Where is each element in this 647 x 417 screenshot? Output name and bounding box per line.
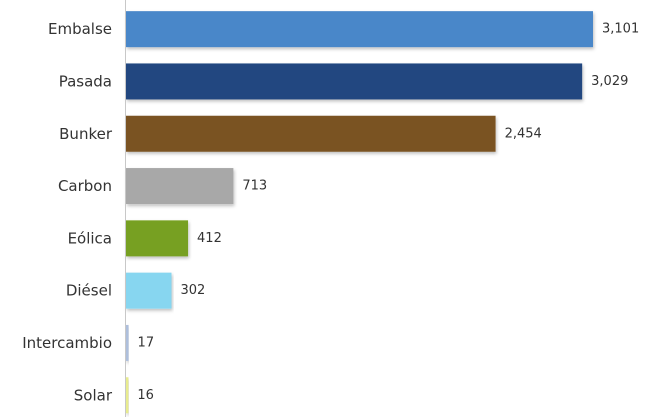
bar-e-lica — [126, 220, 189, 257]
bar-di-sel — [126, 272, 172, 309]
value-label: 302 — [180, 283, 205, 298]
bar-embalse — [126, 11, 593, 48]
value-label: 412 — [197, 231, 222, 246]
value-label: 2,454 — [505, 126, 542, 141]
value-label: 713 — [242, 179, 267, 194]
bar-intercambio — [126, 324, 129, 361]
bar-pasada — [126, 63, 583, 100]
bars-layer — [126, 11, 593, 414]
category-label: Intercambio — [22, 334, 112, 352]
value-label: 16 — [137, 388, 154, 403]
value-label: 3,029 — [591, 74, 628, 89]
category-label: Pasada — [59, 72, 112, 90]
category-label: Embalse — [48, 20, 112, 38]
bar-carbon — [126, 168, 234, 205]
category-label: Eólica — [68, 229, 112, 247]
value-label: 17 — [138, 335, 155, 350]
bar-bunker — [126, 115, 496, 152]
value-label: 3,101 — [602, 22, 639, 37]
category-label: Solar — [74, 386, 113, 404]
category-label: Bunker — [59, 125, 113, 143]
category-label: Carbon — [58, 177, 112, 195]
bar-solar — [126, 377, 129, 414]
category-label: Diésel — [66, 282, 112, 300]
labels-layer: Embalse 3,101 Pasada 3,029 Bunker 2,454 Carbon… — [22, 20, 639, 404]
